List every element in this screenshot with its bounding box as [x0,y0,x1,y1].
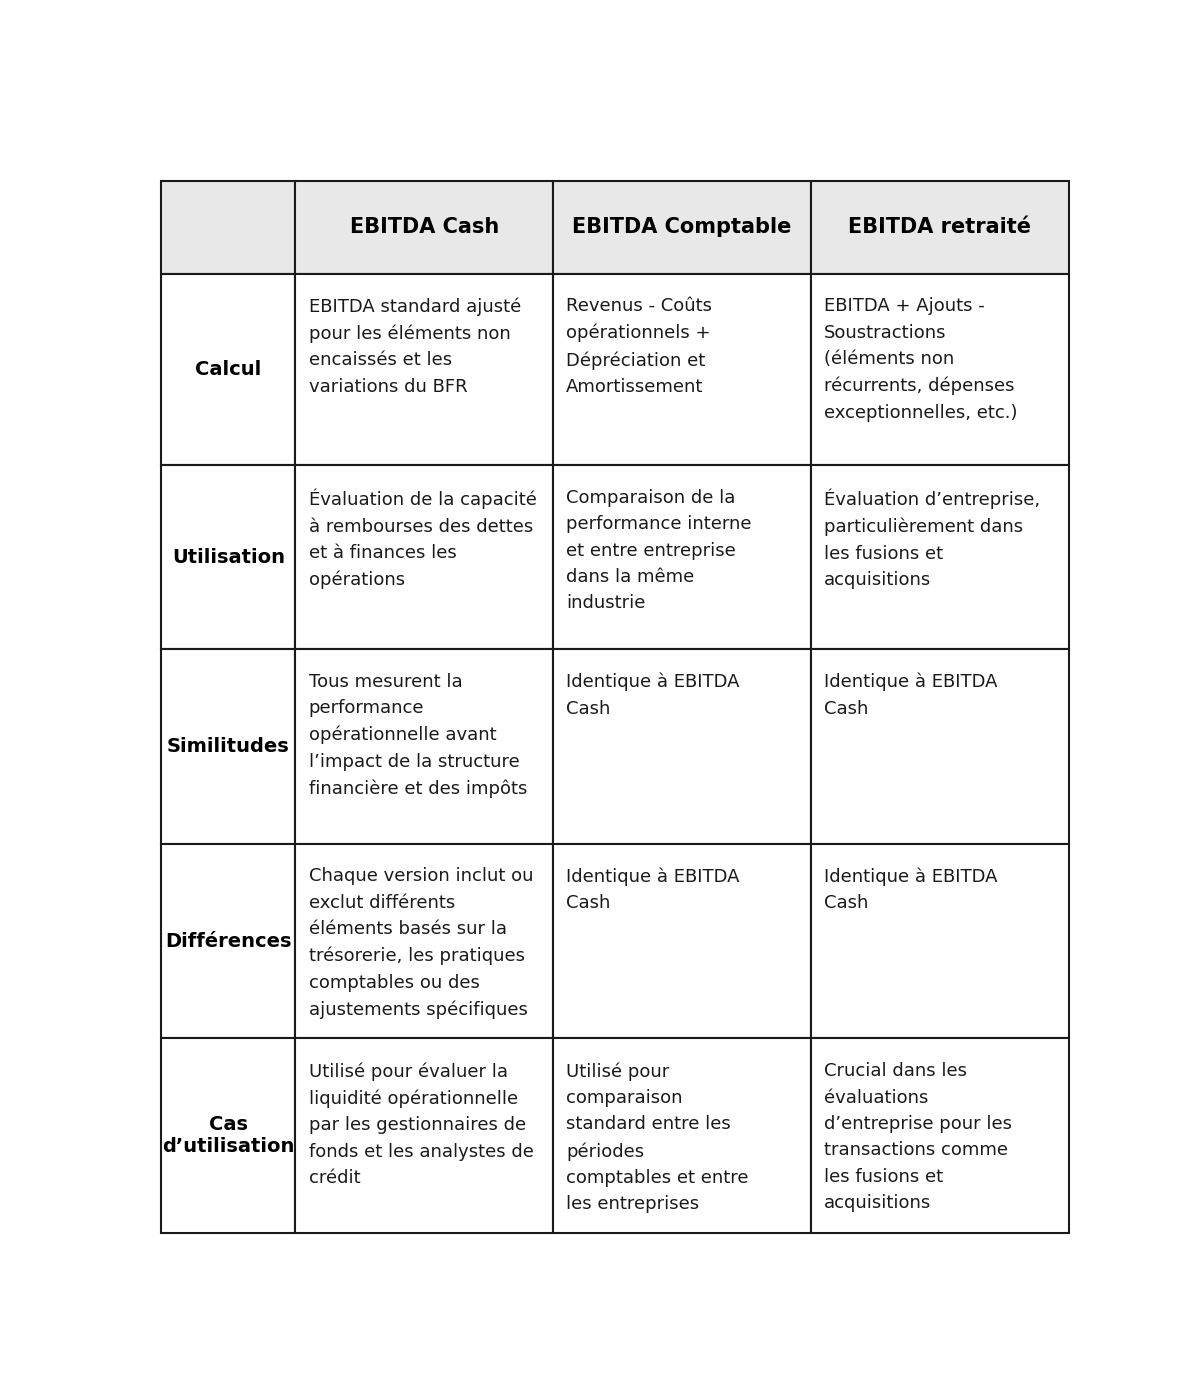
Text: Comparaison de la
performance interne
et entre entreprise
dans la même
industrie: Comparaison de la performance interne et… [566,489,751,612]
Bar [811,650,1069,844]
Bar [811,844,1069,1039]
Bar [811,273,1069,465]
Bar [295,181,553,273]
Text: EBITDA Comptable: EBITDA Comptable [572,217,792,237]
Text: Identique à EBITDA
Cash: Identique à EBITDA Cash [566,868,739,913]
Bar [553,273,811,465]
Text: Identique à EBITDA
Cash: Identique à EBITDA Cash [824,673,997,718]
Bar [161,1039,295,1233]
Bar [811,1039,1069,1233]
Bar [295,465,553,650]
Text: EBITDA retraité: EBITDA retraité [848,217,1032,237]
Bar [553,465,811,650]
Text: Chaque version inclut ou
exclut différents
éléments basés sur la
trésorerie, les: Chaque version inclut ou exclut différen… [308,868,533,1019]
Bar [553,844,811,1039]
Text: Calcul: Calcul [196,360,262,379]
Text: Évaluation d’entreprise,
particulièrement dans
les fusions et
acquisitions: Évaluation d’entreprise, particulièremen… [824,489,1040,589]
Text: EBITDA Cash: EBITDA Cash [349,217,499,237]
Text: Utilisé pour évaluer la
liquidité opérationnelle
par les gestionnaires de
fonds : Utilisé pour évaluer la liquidité opérat… [308,1063,533,1187]
Bar [811,181,1069,273]
Text: EBITDA standard ajusté
pour les éléments non
encaissés et les
variations du BFR: EBITDA standard ajusté pour les éléments… [308,297,521,396]
Bar [295,1039,553,1233]
Bar [161,650,295,844]
Text: Évaluation de la capacité
à rembourses des dettes
et à finances les
opérations: Évaluation de la capacité à rembourses d… [308,489,536,589]
Bar [295,650,553,844]
Bar [811,465,1069,650]
Text: Identique à EBITDA
Cash: Identique à EBITDA Cash [824,868,997,913]
Bar [161,273,295,465]
Text: EBITDA + Ajouts -
Soustractions
(éléments non
récurrents, dépenses
exceptionnell: EBITDA + Ajouts - Soustractions (élément… [824,297,1018,421]
Bar [553,650,811,844]
Text: Similitudes: Similitudes [167,736,289,756]
Bar [553,181,811,273]
Text: Revenus - Coûts
opérationnels +
Dépréciation et
Amortissement: Revenus - Coûts opérationnels + Déprécia… [566,297,713,396]
Bar [295,273,553,465]
Text: Identique à EBITDA
Cash: Identique à EBITDA Cash [566,673,739,718]
Bar [161,844,295,1039]
Text: Crucial dans les
évaluations
d’entreprise pour les
transactions comme
les fusion: Crucial dans les évaluations d’entrepris… [824,1063,1012,1212]
Text: Utilisé pour
comparaison
standard entre les
périodes
comptables et entre
les ent: Utilisé pour comparaison standard entre … [566,1063,749,1214]
Bar [553,1039,811,1233]
Text: Utilisation: Utilisation [172,547,284,567]
Text: Cas
d’utilisation: Cas d’utilisation [162,1116,294,1156]
Text: Tous mesurent la
performance
opérationnelle avant
l’impact de la structure
finan: Tous mesurent la performance opérationne… [308,673,527,798]
Bar [161,465,295,650]
Bar [295,844,553,1039]
Text: Différences: Différences [166,931,292,951]
Bar [161,181,295,273]
